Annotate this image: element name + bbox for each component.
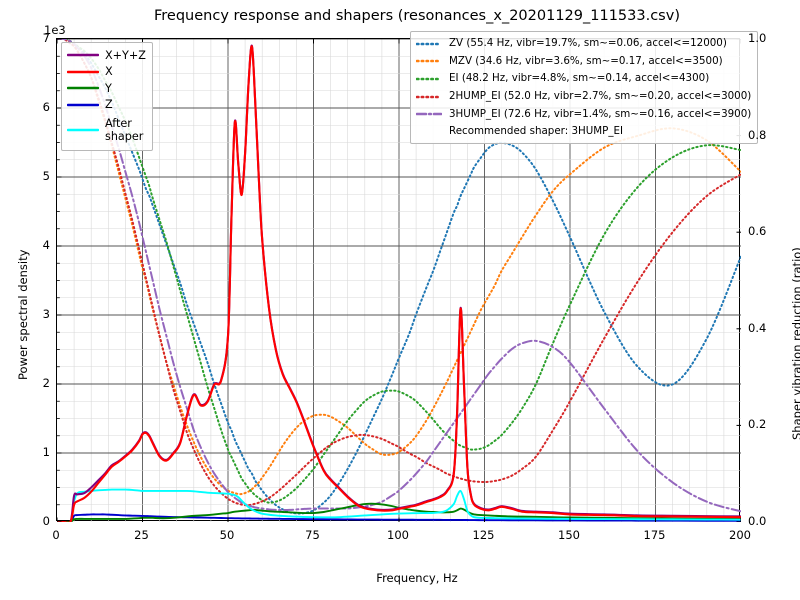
shaper-legend-item-label: MZV (34.6 Hz, vibr=3.6%, sm~=0.17, accel… <box>449 54 723 67</box>
shaper-legend-swatch-icon <box>416 54 442 68</box>
legend-item-after-shaper[interactable]: After shaper <box>67 113 146 146</box>
x-tick-0: 0 <box>52 528 60 542</box>
y-left-tick-6: 6 <box>42 100 50 114</box>
y-right-tick-0-6: 0.6 <box>748 224 767 239</box>
series-line-ei <box>57 39 741 504</box>
y-right-tick-0-4: 0.4 <box>748 320 767 335</box>
y-left-tick-0: 0 <box>42 514 50 528</box>
legend-swatch-icon <box>67 48 99 62</box>
x-tick-75: 75 <box>305 528 320 542</box>
x-axis-label-text: Frequency, Hz <box>376 571 458 585</box>
y-left-tick-2: 2 <box>42 376 50 390</box>
recommended-shaper-row: Recommended shaper: 3HUMP_EI <box>416 123 751 140</box>
legend-item-x[interactable]: X <box>67 64 146 81</box>
y-right-tick-1-0: 1.0 <box>748 31 767 45</box>
y-axis-label-right: Shaper vibration reduction (ratio) <box>790 247 800 440</box>
series-line-2hump-ei <box>57 39 741 507</box>
x-tick-125: 125 <box>472 528 495 542</box>
series-line-z <box>57 513 741 522</box>
plot-svg <box>57 39 741 522</box>
shaper-legend-swatch-icon <box>416 37 442 51</box>
y-left-tick-1: 1 <box>42 445 50 459</box>
legend-swatch-icon <box>67 98 99 112</box>
legend-item-label: After shaper <box>105 116 144 143</box>
legend-swatch-icon <box>67 81 99 95</box>
y-right-tick-0-0: 0.0 <box>748 514 767 528</box>
shaper-legend-item-ei[interactable]: EI (48.2 Hz, vibr=4.8%, sm~=0.14, accel<… <box>416 70 751 88</box>
shaper-legend-swatch-icon <box>416 90 442 104</box>
shaper-legend: ZV (55.4 Hz, vibr=19.7%, sm~=0.06, accel… <box>410 31 759 144</box>
legend-item-label: X <box>105 65 113 79</box>
y-right-tick-0-8: 0.8 <box>748 127 767 142</box>
shaper-legend-item-label: 2HUMP_EI (52.0 Hz, vibr=2.7%, sm~=0.20, … <box>449 90 752 103</box>
x-tick-175: 175 <box>643 528 666 542</box>
shaper-legend-item-3hump-ei[interactable]: 3HUMP_EI (72.6 Hz, vibr=1.4%, sm~=0.16, … <box>416 105 751 123</box>
x-tick-50: 50 <box>219 528 235 542</box>
y-left-tick-4: 4 <box>42 238 50 252</box>
chart-title: Frequency response and shapers (resonanc… <box>0 8 800 24</box>
series-line-3hump-ei <box>57 39 741 513</box>
shaper-legend-swatch-icon <box>416 107 442 121</box>
shaper-legend-item-label: ZV (55.4 Hz, vibr=19.7%, sm~=0.06, accel… <box>449 37 727 50</box>
x-tick-25: 25 <box>134 528 149 542</box>
legend-swatch-icon <box>67 65 99 79</box>
x-tick-100: 100 <box>387 528 409 542</box>
series-line-y <box>57 502 741 522</box>
legend-item-label: X+Y+Z <box>105 48 146 62</box>
legend-swatch-icon <box>67 123 99 137</box>
recommended-shaper-label: Recommended shaper: 3HUMP_EI <box>449 124 624 137</box>
legend-item-label: Z <box>105 98 113 112</box>
y-right-tick-0-2: 0.2 <box>748 417 767 432</box>
legend-item-y[interactable]: Y <box>67 80 146 97</box>
legend-item-z[interactable]: Z <box>67 97 146 114</box>
series-line-after-shaper <box>57 488 741 522</box>
shaper-legend-item-2hump-ei[interactable]: 2HUMP_EI (52.0 Hz, vibr=2.7%, sm~=0.20, … <box>416 88 751 106</box>
chart-title-text: Frequency response and shapers (resonanc… <box>154 8 680 24</box>
series-line-mzv <box>57 39 741 496</box>
legend-item-label: Y <box>105 81 112 95</box>
y-left-tick-3: 3 <box>42 307 50 321</box>
x-tick-200: 200 <box>729 528 751 542</box>
x-axis-label: Frequency, Hz <box>0 571 800 585</box>
shaper-legend-item-label: EI (48.2 Hz, vibr=4.8%, sm~=0.14, accel<… <box>449 72 710 85</box>
shaper-legend-item-label: 3HUMP_EI (72.6 Hz, vibr=1.4%, sm~=0.16, … <box>449 107 752 120</box>
shaper-legend-item-mzv[interactable]: MZV (34.6 Hz, vibr=3.6%, sm~=0.17, accel… <box>416 53 751 71</box>
shaper-legend-swatch-icon <box>416 72 442 86</box>
series-line-x <box>57 45 741 522</box>
legend-item-x-y-z[interactable]: X+Y+Z <box>67 47 146 64</box>
y-axis-exponent-label: 1e3 <box>44 23 66 37</box>
y-left-tick-7: 7 <box>42 31 50 45</box>
y-left-tick-5: 5 <box>42 169 50 183</box>
series-legend: X+Y+Z X Y Z After shaper <box>61 42 153 151</box>
x-tick-150: 150 <box>558 528 580 542</box>
shaper-legend-item-zv[interactable]: ZV (55.4 Hz, vibr=19.7%, sm~=0.06, accel… <box>416 35 751 53</box>
